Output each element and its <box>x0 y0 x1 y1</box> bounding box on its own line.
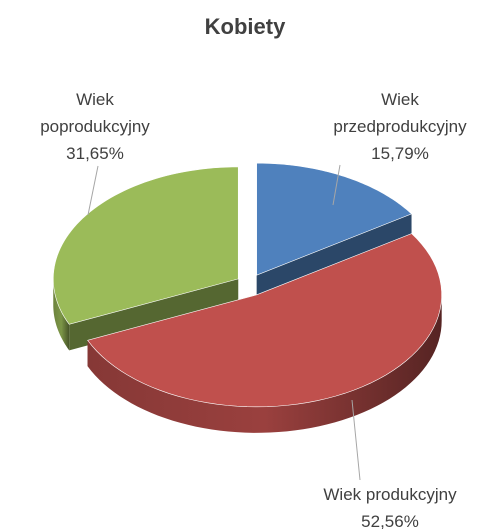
leader-line <box>351 399 361 481</box>
category-label: Wiek poprodukcyjny <box>40 90 150 136</box>
data-label: Wiek poprodukcyjny 31,65% <box>20 86 170 167</box>
leader-line <box>332 164 341 206</box>
slice-wall <box>87 294 442 433</box>
chart-title: Kobiety <box>204 14 286 39</box>
category-label: Wiek przedprodukcyjny <box>333 90 467 136</box>
value-label: 31,65% <box>66 144 124 163</box>
slice <box>256 162 413 276</box>
slice-side <box>69 278 239 351</box>
slice-wall <box>53 278 70 351</box>
value-label: 52,56% <box>361 512 419 529</box>
leader-line <box>87 165 99 216</box>
slice <box>87 233 442 408</box>
slice <box>52 166 239 325</box>
data-label: Wiek przedprodukcyjny 15,79% <box>325 86 475 167</box>
category-label: Wiek produkcyjny <box>323 485 457 504</box>
data-label: Wiek produkcyjny 52,56% <box>290 481 490 529</box>
value-label: 15,79% <box>371 144 429 163</box>
